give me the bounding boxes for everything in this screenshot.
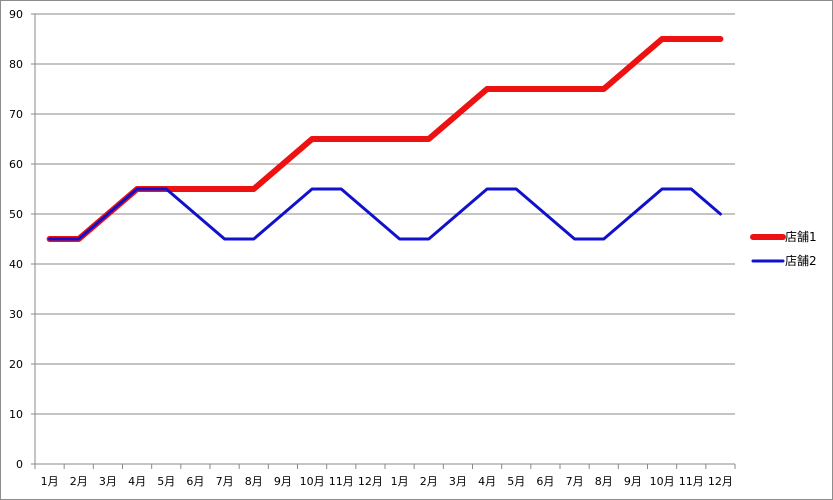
gridlines: [35, 13, 735, 415]
x-tick-label: 1月: [391, 475, 409, 488]
x-tick-label: 9月: [274, 475, 292, 488]
y-tick-label: 0: [16, 458, 23, 471]
x-tick-label: 6月: [536, 475, 554, 488]
y-tick-label: 40: [9, 258, 23, 271]
y-tick-label: 90: [9, 8, 23, 21]
series-lines: [46, 36, 724, 242]
legend-label-1: 店舗1: [785, 230, 817, 244]
series-line-2: [48, 187, 722, 241]
x-tick-label: 10月: [300, 475, 325, 488]
x-tick-label: 8月: [245, 475, 263, 488]
x-tick-label: 10月: [650, 475, 675, 488]
x-tick-label: 3月: [99, 475, 117, 488]
series-line-1: [46, 36, 724, 242]
legend: 店舗1 店舗2: [750, 230, 817, 268]
x-tick-label: 11月: [329, 475, 354, 488]
x-tick-label: 7月: [566, 475, 584, 488]
x-tick-label: 9月: [624, 475, 642, 488]
y-tick-label: 60: [9, 158, 23, 171]
x-tick-label: 5月: [507, 475, 525, 488]
x-tick-label: 6月: [186, 475, 204, 488]
x-tick-label: 12月: [358, 475, 383, 488]
x-tick-label: 7月: [216, 475, 234, 488]
x-tick-label: 11月: [679, 475, 704, 488]
legend-label-2: 店舗2: [785, 254, 817, 268]
x-tick-label: 5月: [157, 475, 175, 488]
x-tick-label: 1月: [41, 475, 59, 488]
x-tick-label: 3月: [449, 475, 467, 488]
x-tick-label: 4月: [128, 475, 146, 488]
y-tick-label: 10: [9, 408, 23, 421]
y-tick-label: 30: [9, 308, 23, 321]
axes: [34, 14, 735, 465]
y-tick-label: 80: [9, 58, 23, 71]
y-tick-label: 50: [9, 208, 23, 221]
x-tick-label: 8月: [595, 475, 613, 488]
y-axis-ticks: 0 10 20 30 40 50 60 70 80 90: [9, 8, 35, 471]
y-tick-label: 20: [9, 358, 23, 371]
x-axis-ticks: 1月 2月 3月 4月 5月 6月 7月 8月 9月 10月 11月 12月 1月 2月 3月 4月 5月 6月 7…: [34, 464, 736, 488]
x-tick-label: 4月: [478, 475, 496, 488]
y-tick-label: 70: [9, 108, 23, 121]
x-tick-label: 2月: [420, 475, 438, 488]
x-tick-label: 12月: [708, 475, 733, 488]
x-tick-label: 2月: [70, 475, 88, 488]
